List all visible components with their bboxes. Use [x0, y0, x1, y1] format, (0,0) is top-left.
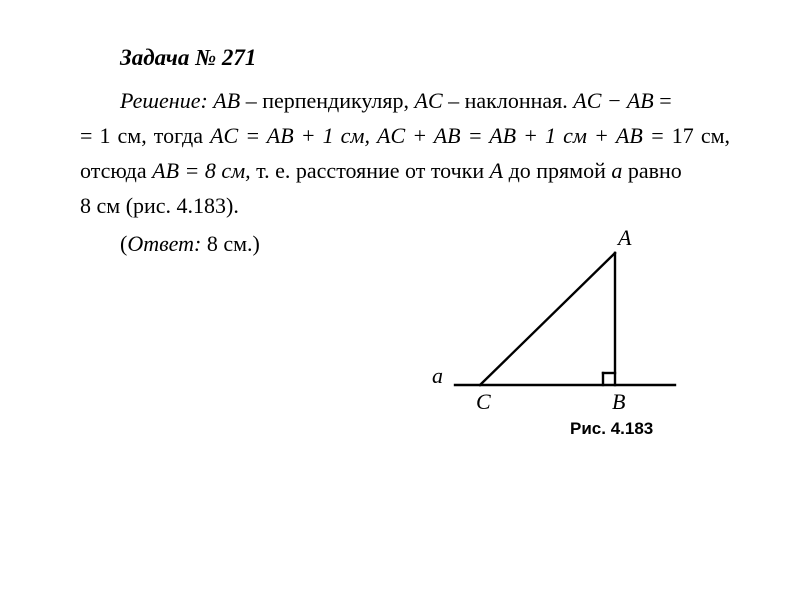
seg-ab: AB	[213, 88, 240, 113]
problem-text: Задача № 271 Решение: AB – перпендикуляр…	[80, 40, 730, 261]
solution-label: Решение:	[120, 88, 208, 113]
line-a: a	[611, 158, 622, 183]
point-a: A	[490, 158, 503, 183]
figure: A B C a Рис. 4.183	[420, 235, 720, 465]
eq3-lhs: AC + AB	[377, 123, 461, 148]
text-obliq: – наклонная.	[443, 88, 574, 113]
solution-paragraph: Решение: AB – перпендикуляр, AC – наклон…	[80, 83, 730, 224]
text-perp: – перпендикуляр,	[240, 88, 414, 113]
eq1-rhs: = 1 см, тогда	[80, 123, 210, 148]
equals: равно	[622, 158, 681, 183]
dist-val: 8 см	[80, 193, 120, 218]
sum-value: 17 см,	[672, 123, 730, 148]
to-line: до прямой	[503, 158, 611, 183]
hence: отсюда	[80, 158, 152, 183]
ab-val: AB = 8 см,	[152, 158, 251, 183]
line-a-label: a	[432, 363, 443, 389]
vertex-a-label: A	[618, 225, 631, 251]
eq2: AC = AB + 1 см,	[210, 123, 377, 148]
answer-label: Ответ:	[127, 231, 201, 256]
answer-val: 8 см.)	[201, 231, 260, 256]
vertex-c-label: C	[476, 389, 491, 415]
fig-ref: (рис. 4.183).	[120, 193, 239, 218]
ie: т. е. расстояние от точки	[251, 158, 490, 183]
eq1-lhs: AC − AB	[573, 88, 653, 113]
problem-title: Задача № 271	[120, 40, 730, 77]
triangle-diagram	[420, 235, 720, 415]
eq3-mid: = AB + 1 см + AB =	[461, 123, 672, 148]
figure-caption: Рис. 4.183	[570, 419, 653, 439]
vertex-b-label: B	[612, 389, 625, 415]
page: Задача № 271 Решение: AB – перпендикуляр…	[0, 0, 800, 600]
seg-ac: AC	[415, 88, 443, 113]
